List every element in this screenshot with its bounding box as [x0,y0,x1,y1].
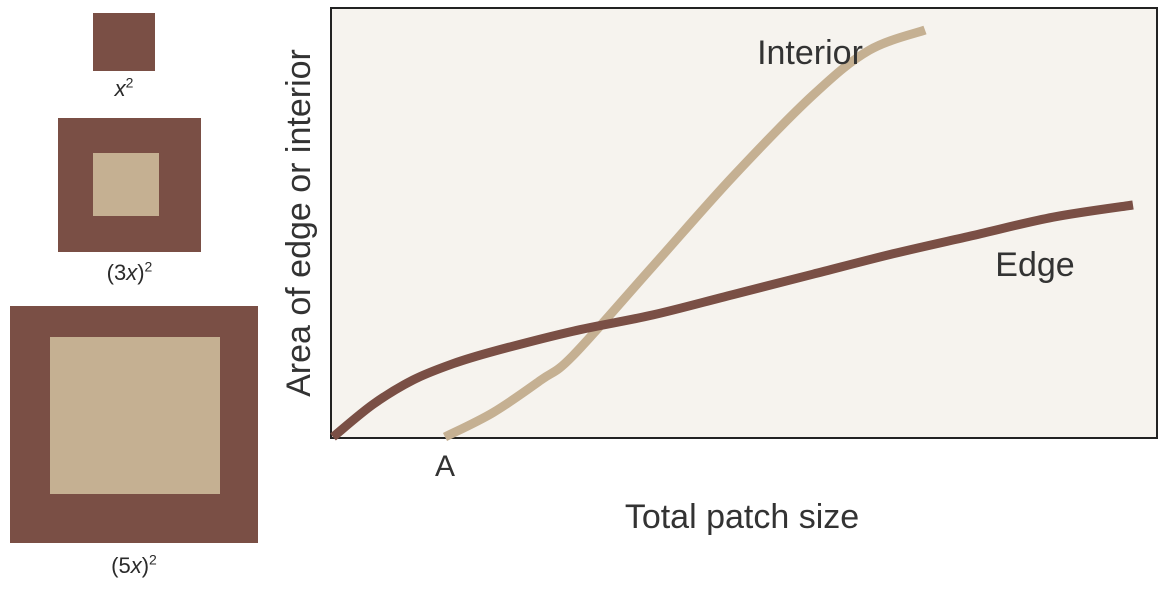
series-label-interior: Interior [757,34,863,72]
series-line-interior [442,25,927,442]
x-annotation-a: A [435,450,455,483]
square-medium-label: (3x)2 [106,258,153,285]
series-layer [330,25,1134,442]
x-axis-label: Total patch size [625,498,859,536]
square-large-label: (5x)2 [111,551,157,578]
y-axis-label: Area of edge or interior [280,49,318,397]
series-line-edge [330,200,1134,441]
square-small-label: x2 [114,74,134,101]
series-label-edge: Edge [995,246,1074,284]
square-large [10,306,258,543]
square-medium [58,118,201,252]
square-medium-interior [93,153,159,216]
square-small [93,13,155,71]
square-large-interior [50,337,220,494]
